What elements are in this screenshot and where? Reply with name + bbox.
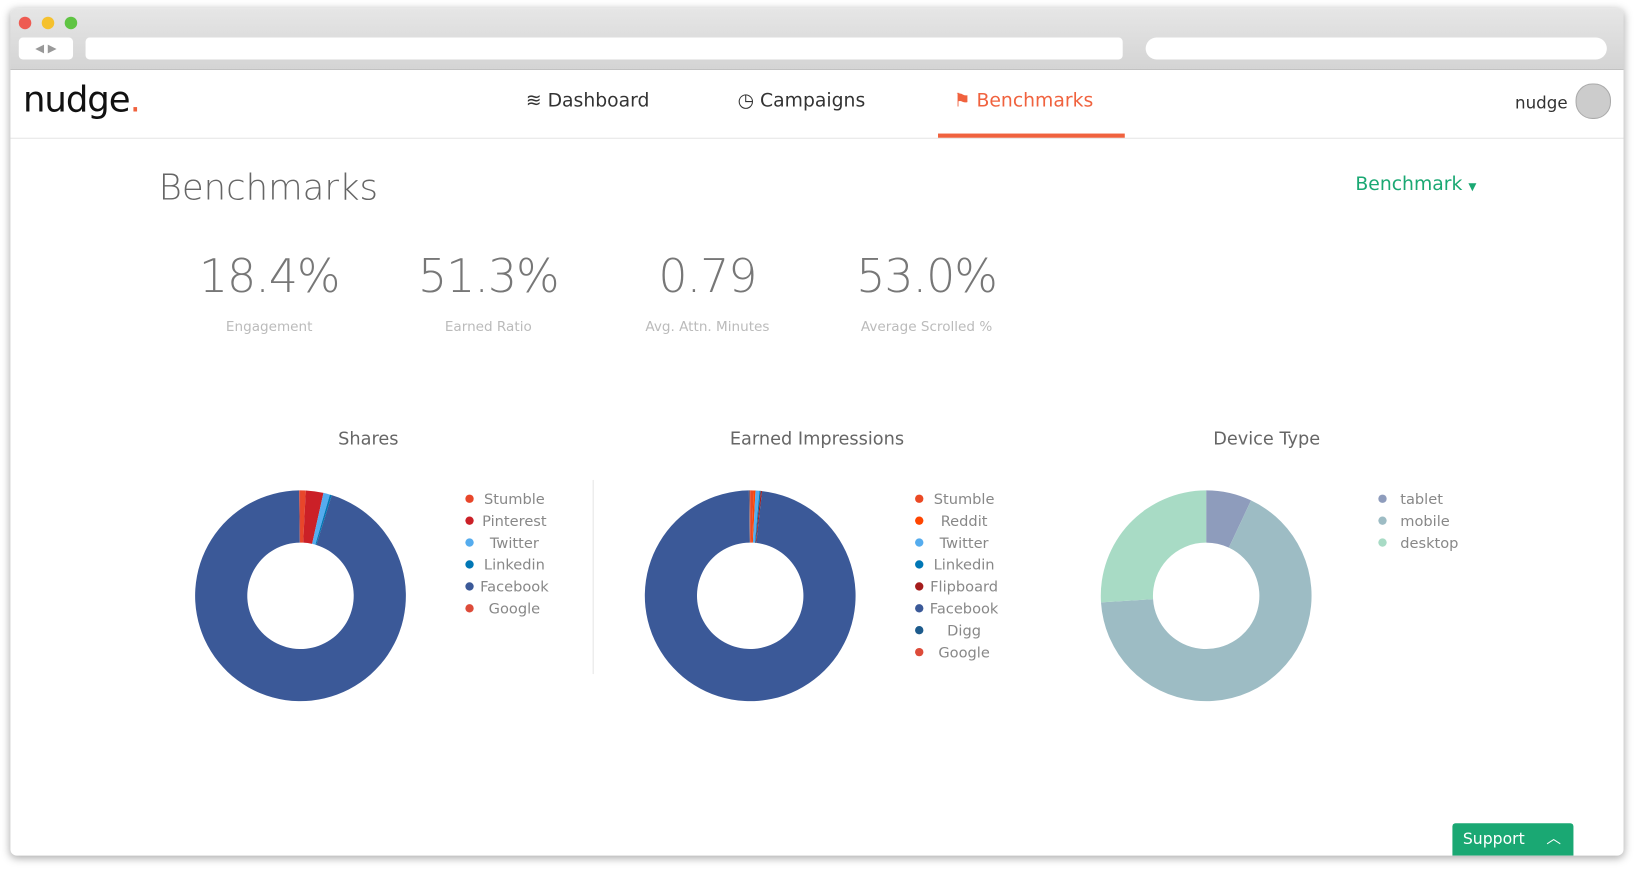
legend-swatch — [465, 538, 474, 547]
zoom-button[interactable] — [64, 16, 78, 30]
donut-slice — [312, 492, 330, 545]
legend-label: mobile — [1400, 513, 1450, 530]
chart-title: Earned Impressions — [730, 429, 904, 449]
donut-slice — [300, 490, 306, 543]
legend-label: Google — [489, 601, 540, 618]
donut-slice — [750, 490, 754, 543]
support-button[interactable]: Support ︿ — [1452, 823, 1574, 856]
donut-slice — [1100, 490, 1207, 603]
stat-value: 18.4% — [198, 250, 341, 304]
legend-swatch — [465, 516, 474, 525]
legend-swatch — [1378, 494, 1387, 503]
support-label: Support — [1462, 829, 1525, 849]
legend-swatch — [915, 494, 924, 503]
legend-swatch — [915, 647, 924, 657]
donut-slice — [315, 494, 332, 545]
logo-dot: . — [129, 79, 141, 122]
nav-label: Campaigns — [760, 89, 866, 112]
donut-slice — [644, 490, 856, 702]
donut-slice — [751, 490, 756, 543]
nav-campaigns[interactable]: ◷ Campaigns — [737, 89, 866, 112]
address-bar[interactable] — [85, 37, 1123, 60]
legend-swatch — [465, 560, 474, 569]
charts: Shares Stumble Pinterest Twitter Linkedin Fac… — [195, 429, 1458, 702]
legend-label: Facebook — [930, 601, 999, 618]
nav-label: Benchmarks — [976, 89, 1094, 112]
legend-swatch — [465, 582, 474, 591]
user-avatar[interactable] — [1575, 83, 1612, 119]
stat-value: 51.3% — [417, 250, 560, 304]
donut-slice — [752, 490, 760, 543]
legend-swatch — [1378, 516, 1387, 525]
legend-label: Digg — [947, 622, 981, 639]
donut-slice — [749, 490, 751, 543]
legend-label: Facebook — [480, 579, 549, 596]
stat-label: Engagement — [225, 319, 313, 335]
donut-slice — [754, 490, 761, 543]
legend-swatch — [915, 626, 924, 635]
legend-label: tablet — [1400, 491, 1443, 508]
chart-title: Shares — [338, 429, 398, 449]
back-forward[interactable]: ◀ ▶ — [18, 37, 74, 60]
nav-label: Dashboard — [547, 89, 650, 112]
legend-swatch — [915, 582, 924, 591]
legend-label: Linkedin — [484, 557, 545, 574]
stat-label: Average Scrolled % — [860, 319, 993, 335]
stat-label: Earned Ratio — [444, 319, 532, 335]
browser-chrome: ◀ ▶ — [10, 8, 1624, 70]
benchmark-dropdown[interactable]: Benchmark ▼ — [1355, 173, 1477, 196]
stat-value: 53.0% — [856, 250, 998, 304]
donut-slice — [755, 490, 763, 543]
legend-swatch — [915, 604, 924, 613]
legend-swatch — [1378, 538, 1387, 547]
page-title: Benchmarks — [158, 166, 379, 209]
legend-label: Pinterest — [482, 513, 547, 530]
legend-label: Flipboard — [930, 579, 998, 596]
legend-label: Twitter — [939, 535, 989, 552]
support-chevron: ︿ — [1546, 830, 1561, 848]
donut-slice — [195, 490, 406, 702]
legend-swatch — [465, 604, 474, 613]
donut-slice — [748, 490, 750, 543]
legend-swatch — [915, 560, 924, 569]
browser-window: ◀ ▶ nudge. ≋ Dashboard ◷ Campaigns ⚑ Ben… — [10, 8, 1624, 856]
legend-label: Stumble — [484, 491, 545, 508]
legend-label: Linkedin — [934, 557, 995, 574]
stat-label: Avg. Attn. Minutes — [645, 319, 770, 335]
donut-slice — [1206, 490, 1252, 548]
logo-text: nudge — [22, 79, 131, 122]
dropdown-label: Benchmark — [1355, 173, 1463, 196]
legend-swatch — [915, 516, 924, 525]
search-bar[interactable] — [1145, 37, 1607, 60]
minimize-button[interactable] — [41, 16, 55, 30]
stat-value: 0.79 — [658, 250, 757, 304]
legend-label: desktop — [1400, 535, 1458, 552]
close-button[interactable] — [18, 16, 32, 30]
legend-label: Google — [938, 644, 989, 661]
chart-title: Device Type — [1213, 429, 1320, 449]
nav-active-underline — [938, 133, 1125, 138]
header-divider — [10, 137, 1624, 139]
nav-benchmarks[interactable]: ⚑ Benchmarks — [953, 89, 1094, 112]
legend-swatch — [465, 494, 474, 503]
legend-label: Twitter — [489, 535, 539, 552]
donut-slice — [1100, 500, 1312, 702]
logo[interactable]: nudge. — [22, 79, 141, 122]
donut-slice — [303, 490, 324, 544]
legend-label: Stumble — [934, 491, 995, 508]
nav-dashboard[interactable]: ≋ Dashboard — [525, 89, 650, 112]
user-name[interactable]: nudge — [1515, 92, 1568, 113]
legend-swatch — [915, 538, 924, 547]
donut-slice — [299, 490, 301, 543]
legend-label: Reddit — [941, 513, 988, 530]
chart-divider — [592, 479, 594, 675]
